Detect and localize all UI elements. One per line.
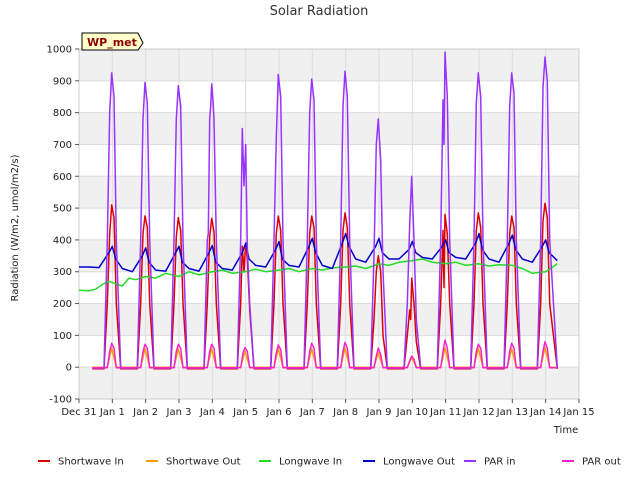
x-tick-label: Jan 5 [232,407,258,418]
plot-frame [78,48,580,400]
legend-label: Longwave In [279,457,342,468]
x-tick-label: Jan 6 [266,407,292,418]
plot-band [79,176,579,209]
x-tick-label: Jan 13 [496,407,528,418]
legend: Shortwave In Shortwave Out Longwave In Long… [38,457,621,468]
x-tick-label: Jan 7 [299,407,325,418]
series-line-longwave-out [79,232,558,273]
x-axis-title: Time [553,425,578,436]
x-tick-label: Jan 2 [132,407,158,418]
series-line-longwave-in [78,258,558,292]
y-tick-label: 700 [53,140,72,151]
x-tick-label: Jan 1 [99,407,125,418]
legend-label: Shortwave Out [166,457,241,468]
plot-band [79,367,579,399]
badge-box [81,32,144,51]
legend-label: Longwave Out [383,457,455,468]
y-tick-label: 400 [53,235,72,246]
x-axis-ticks: Dec 31 Jan 1 Jan 2 Jan 3 Jan 4 Jan 5 Jan 6 Jan … [61,399,595,418]
legend-label: Shortwave In [58,457,124,468]
x-tick-label: Jan 11 [429,407,461,418]
plot-band [79,49,579,81]
y-tick-label: 800 [53,108,72,119]
x-tick-label: Jan 12 [462,407,494,418]
x-tick-label: Jan 9 [366,407,392,418]
x-tick-label: Jan 3 [166,407,192,418]
site-badge: WP_met [81,32,144,51]
y-axis-ticks: -100 0 100 200 300 400 500 600 700 800 900 1000 [47,45,79,406]
series-line-par-out [92,339,558,369]
x-tick-label: Jan 14 [529,407,561,418]
y-tick-label: 500 [53,204,72,215]
y-tick-label: 0 [66,363,72,374]
plot-band [79,303,579,336]
x-tick-label: Jan 8 [332,407,358,418]
plot-band [79,239,579,272]
series-line-par-in [92,51,559,369]
y-tick-label: 900 [53,76,72,87]
y-tick-label: 200 [53,299,72,310]
chart-title: Solar Radiation [270,4,369,19]
y-tick-label: -100 [49,395,72,406]
y-axis-title: Radiation (W/m2, umol/m2/s) [10,154,21,301]
plot-bands [79,49,579,399]
y-tick-label: 100 [53,331,72,342]
x-tick-label: Jan 10 [396,407,428,418]
y-tick-label: 600 [53,172,72,183]
x-tick-label: Dec 31 [61,407,96,418]
x-tick-label: Jan 4 [199,407,225,418]
plot-band [79,112,579,145]
y-tick-label: 1000 [47,45,72,56]
badge-text: WP_met [87,36,137,49]
y-tick-label: 300 [53,267,72,278]
series-layer [78,51,559,370]
legend-label: PAR out [582,457,621,468]
x-tick-label: Jan 15 [562,407,594,418]
legend-label: PAR in [484,457,515,468]
